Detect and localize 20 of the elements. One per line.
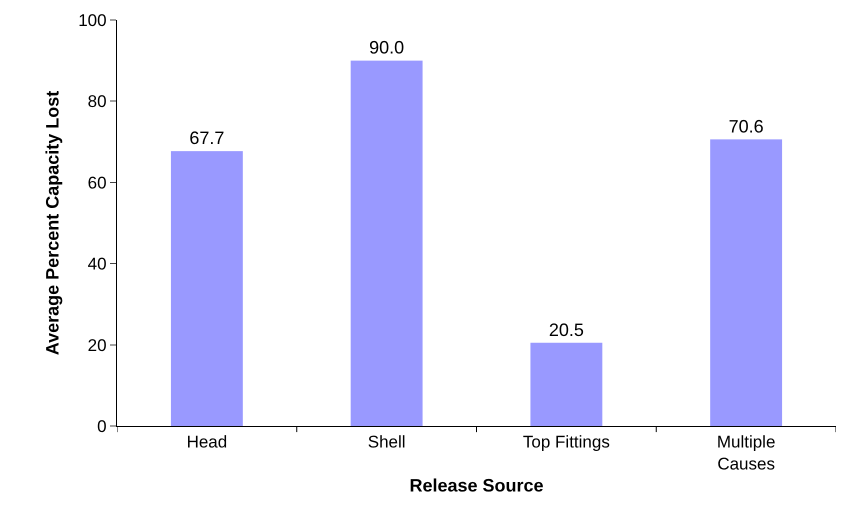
bar xyxy=(350,60,423,426)
data-label: 90.0 xyxy=(369,38,404,58)
x-tick-label: Top Fittings xyxy=(522,432,610,452)
x-tick-label: Multiple Causes xyxy=(716,432,776,474)
y-tick-label: 80 xyxy=(88,92,107,112)
x-tick-label: Shell xyxy=(368,432,406,452)
y-axis-title: Average Percent Capacity Lost xyxy=(42,90,62,356)
y-tick-label: 0 xyxy=(97,416,107,436)
x-axis-title: Release Source xyxy=(409,476,544,496)
bar xyxy=(710,139,782,426)
bar xyxy=(530,342,602,426)
y-tick-label: 60 xyxy=(88,173,107,192)
data-label: 67.7 xyxy=(189,128,224,148)
data-label: 20.5 xyxy=(548,320,584,340)
x-tick-label: Head xyxy=(186,432,228,452)
data-label: 70.6 xyxy=(728,116,764,136)
y-tick-label: 40 xyxy=(88,254,107,274)
bar xyxy=(170,151,243,426)
y-tick-label: 20 xyxy=(88,336,107,355)
y-tick-label: 100 xyxy=(78,10,107,30)
